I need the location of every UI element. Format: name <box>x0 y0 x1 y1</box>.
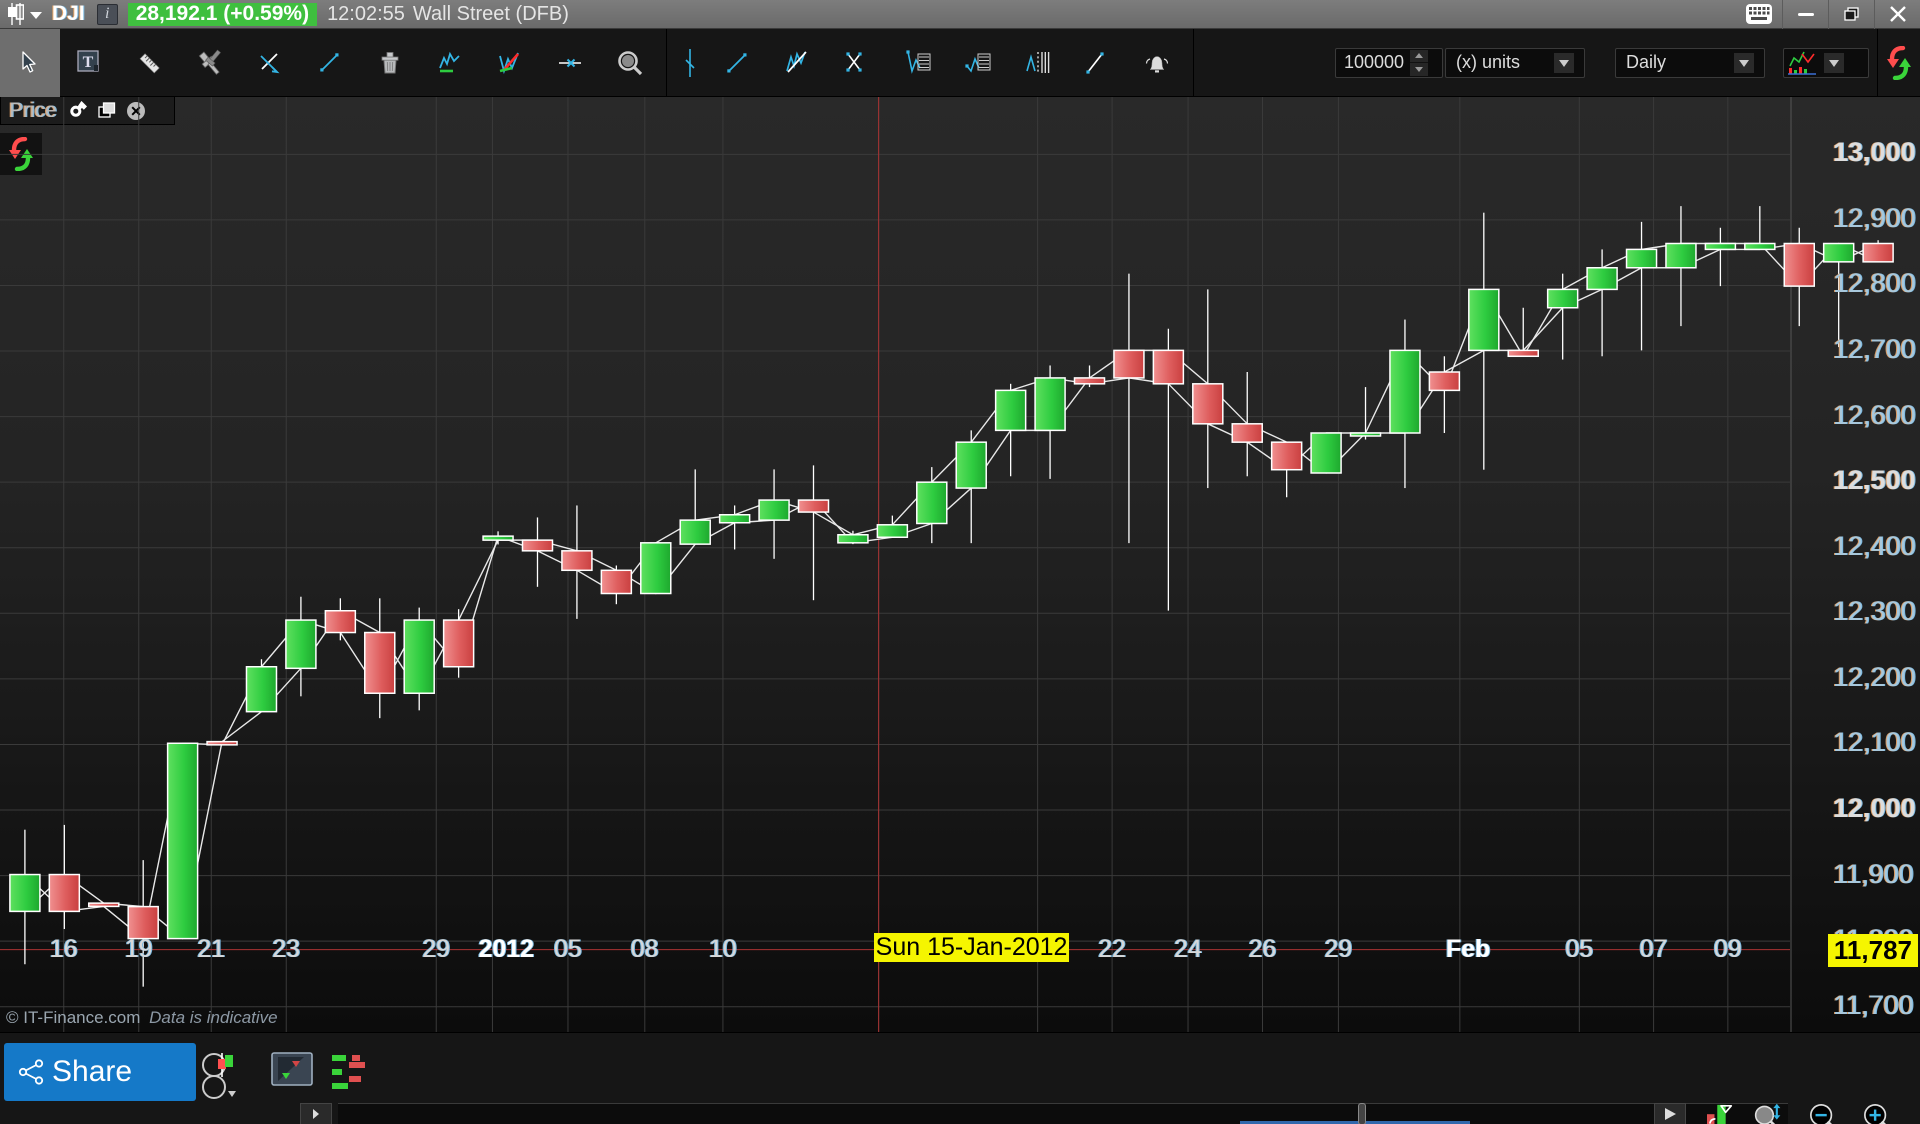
svg-text:T: T <box>83 54 94 71</box>
